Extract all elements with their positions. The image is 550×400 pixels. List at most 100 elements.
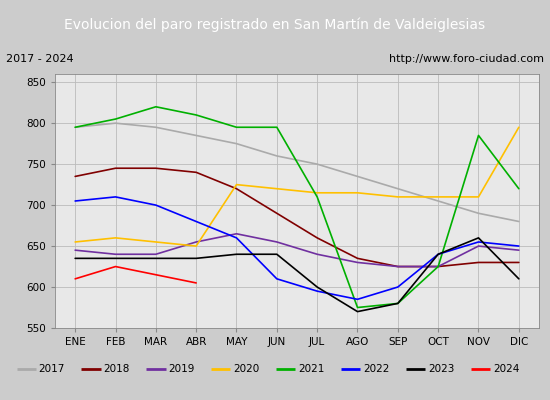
2023 xyxy=(152,256,159,261)
2021 xyxy=(273,125,280,130)
2021 xyxy=(233,125,240,130)
2020 xyxy=(273,186,280,191)
2022 xyxy=(435,252,442,257)
2023 xyxy=(515,276,522,281)
2017 xyxy=(72,125,79,130)
2017 xyxy=(273,154,280,158)
2018 xyxy=(515,260,522,265)
2024 xyxy=(72,276,79,281)
2020 xyxy=(394,194,401,199)
2019 xyxy=(273,240,280,244)
Line: 2024: 2024 xyxy=(75,266,196,283)
2018 xyxy=(233,186,240,191)
2024 xyxy=(112,264,119,269)
2021 xyxy=(475,133,482,138)
Text: 2021: 2021 xyxy=(298,364,324,374)
2019 xyxy=(233,231,240,236)
2020 xyxy=(435,194,442,199)
2023 xyxy=(193,256,200,261)
2024 xyxy=(193,280,200,285)
Text: 2024: 2024 xyxy=(493,364,519,374)
2019 xyxy=(354,260,361,265)
2023 xyxy=(72,256,79,261)
Text: 2023: 2023 xyxy=(428,364,454,374)
2017 xyxy=(354,174,361,179)
2022 xyxy=(475,240,482,244)
2018 xyxy=(475,260,482,265)
2023 xyxy=(314,285,321,290)
Text: 2019: 2019 xyxy=(168,364,195,374)
2017 xyxy=(152,125,159,130)
2023 xyxy=(273,252,280,257)
2020 xyxy=(72,240,79,244)
2022 xyxy=(112,194,119,199)
2020 xyxy=(515,125,522,130)
2017 xyxy=(475,211,482,216)
2018 xyxy=(273,211,280,216)
Text: http://www.foro-ciudad.com: http://www.foro-ciudad.com xyxy=(389,54,544,64)
2017 xyxy=(193,133,200,138)
2019 xyxy=(394,264,401,269)
2019 xyxy=(515,248,522,252)
2023 xyxy=(475,236,482,240)
2022 xyxy=(314,289,321,294)
2021 xyxy=(435,264,442,269)
2022 xyxy=(152,203,159,208)
Text: 2018: 2018 xyxy=(103,364,130,374)
2018 xyxy=(152,166,159,171)
2020 xyxy=(112,236,119,240)
Line: 2020: 2020 xyxy=(75,127,519,246)
2021 xyxy=(193,112,200,117)
Line: 2022: 2022 xyxy=(75,197,519,299)
2020 xyxy=(314,190,321,195)
Text: 2017 - 2024: 2017 - 2024 xyxy=(6,54,73,64)
2022 xyxy=(72,199,79,203)
2017 xyxy=(515,219,522,224)
2018 xyxy=(435,264,442,269)
2023 xyxy=(112,256,119,261)
2023 xyxy=(354,309,361,314)
2022 xyxy=(394,285,401,290)
Line: 2018: 2018 xyxy=(75,168,519,266)
2021 xyxy=(112,117,119,122)
2020 xyxy=(354,190,361,195)
2021 xyxy=(394,301,401,306)
2022 xyxy=(233,236,240,240)
2021 xyxy=(314,194,321,199)
2017 xyxy=(435,199,442,203)
Line: 2021: 2021 xyxy=(75,107,519,308)
Line: 2023: 2023 xyxy=(75,238,519,312)
2018 xyxy=(314,236,321,240)
2022 xyxy=(193,219,200,224)
2021 xyxy=(515,186,522,191)
2019 xyxy=(72,248,79,252)
2021 xyxy=(72,125,79,130)
2022 xyxy=(515,244,522,248)
2022 xyxy=(273,276,280,281)
2022 xyxy=(354,297,361,302)
2024 xyxy=(152,272,159,277)
2020 xyxy=(233,182,240,187)
2021 xyxy=(354,305,361,310)
2018 xyxy=(112,166,119,171)
2020 xyxy=(475,194,482,199)
Text: Evolucion del paro registrado en San Martín de Valdeiglesias: Evolucion del paro registrado en San Mar… xyxy=(64,18,486,32)
2018 xyxy=(193,170,200,175)
2018 xyxy=(72,174,79,179)
Line: 2017: 2017 xyxy=(75,123,519,222)
Line: 2019: 2019 xyxy=(75,234,519,266)
2020 xyxy=(193,244,200,248)
2020 xyxy=(152,240,159,244)
Text: 2017: 2017 xyxy=(39,364,65,374)
2017 xyxy=(233,141,240,146)
2018 xyxy=(394,264,401,269)
2019 xyxy=(193,240,200,244)
2023 xyxy=(435,252,442,257)
2021 xyxy=(152,104,159,109)
Text: 2022: 2022 xyxy=(363,364,389,374)
2019 xyxy=(435,264,442,269)
2018 xyxy=(354,256,361,261)
2017 xyxy=(112,121,119,126)
2019 xyxy=(152,252,159,257)
2023 xyxy=(394,301,401,306)
